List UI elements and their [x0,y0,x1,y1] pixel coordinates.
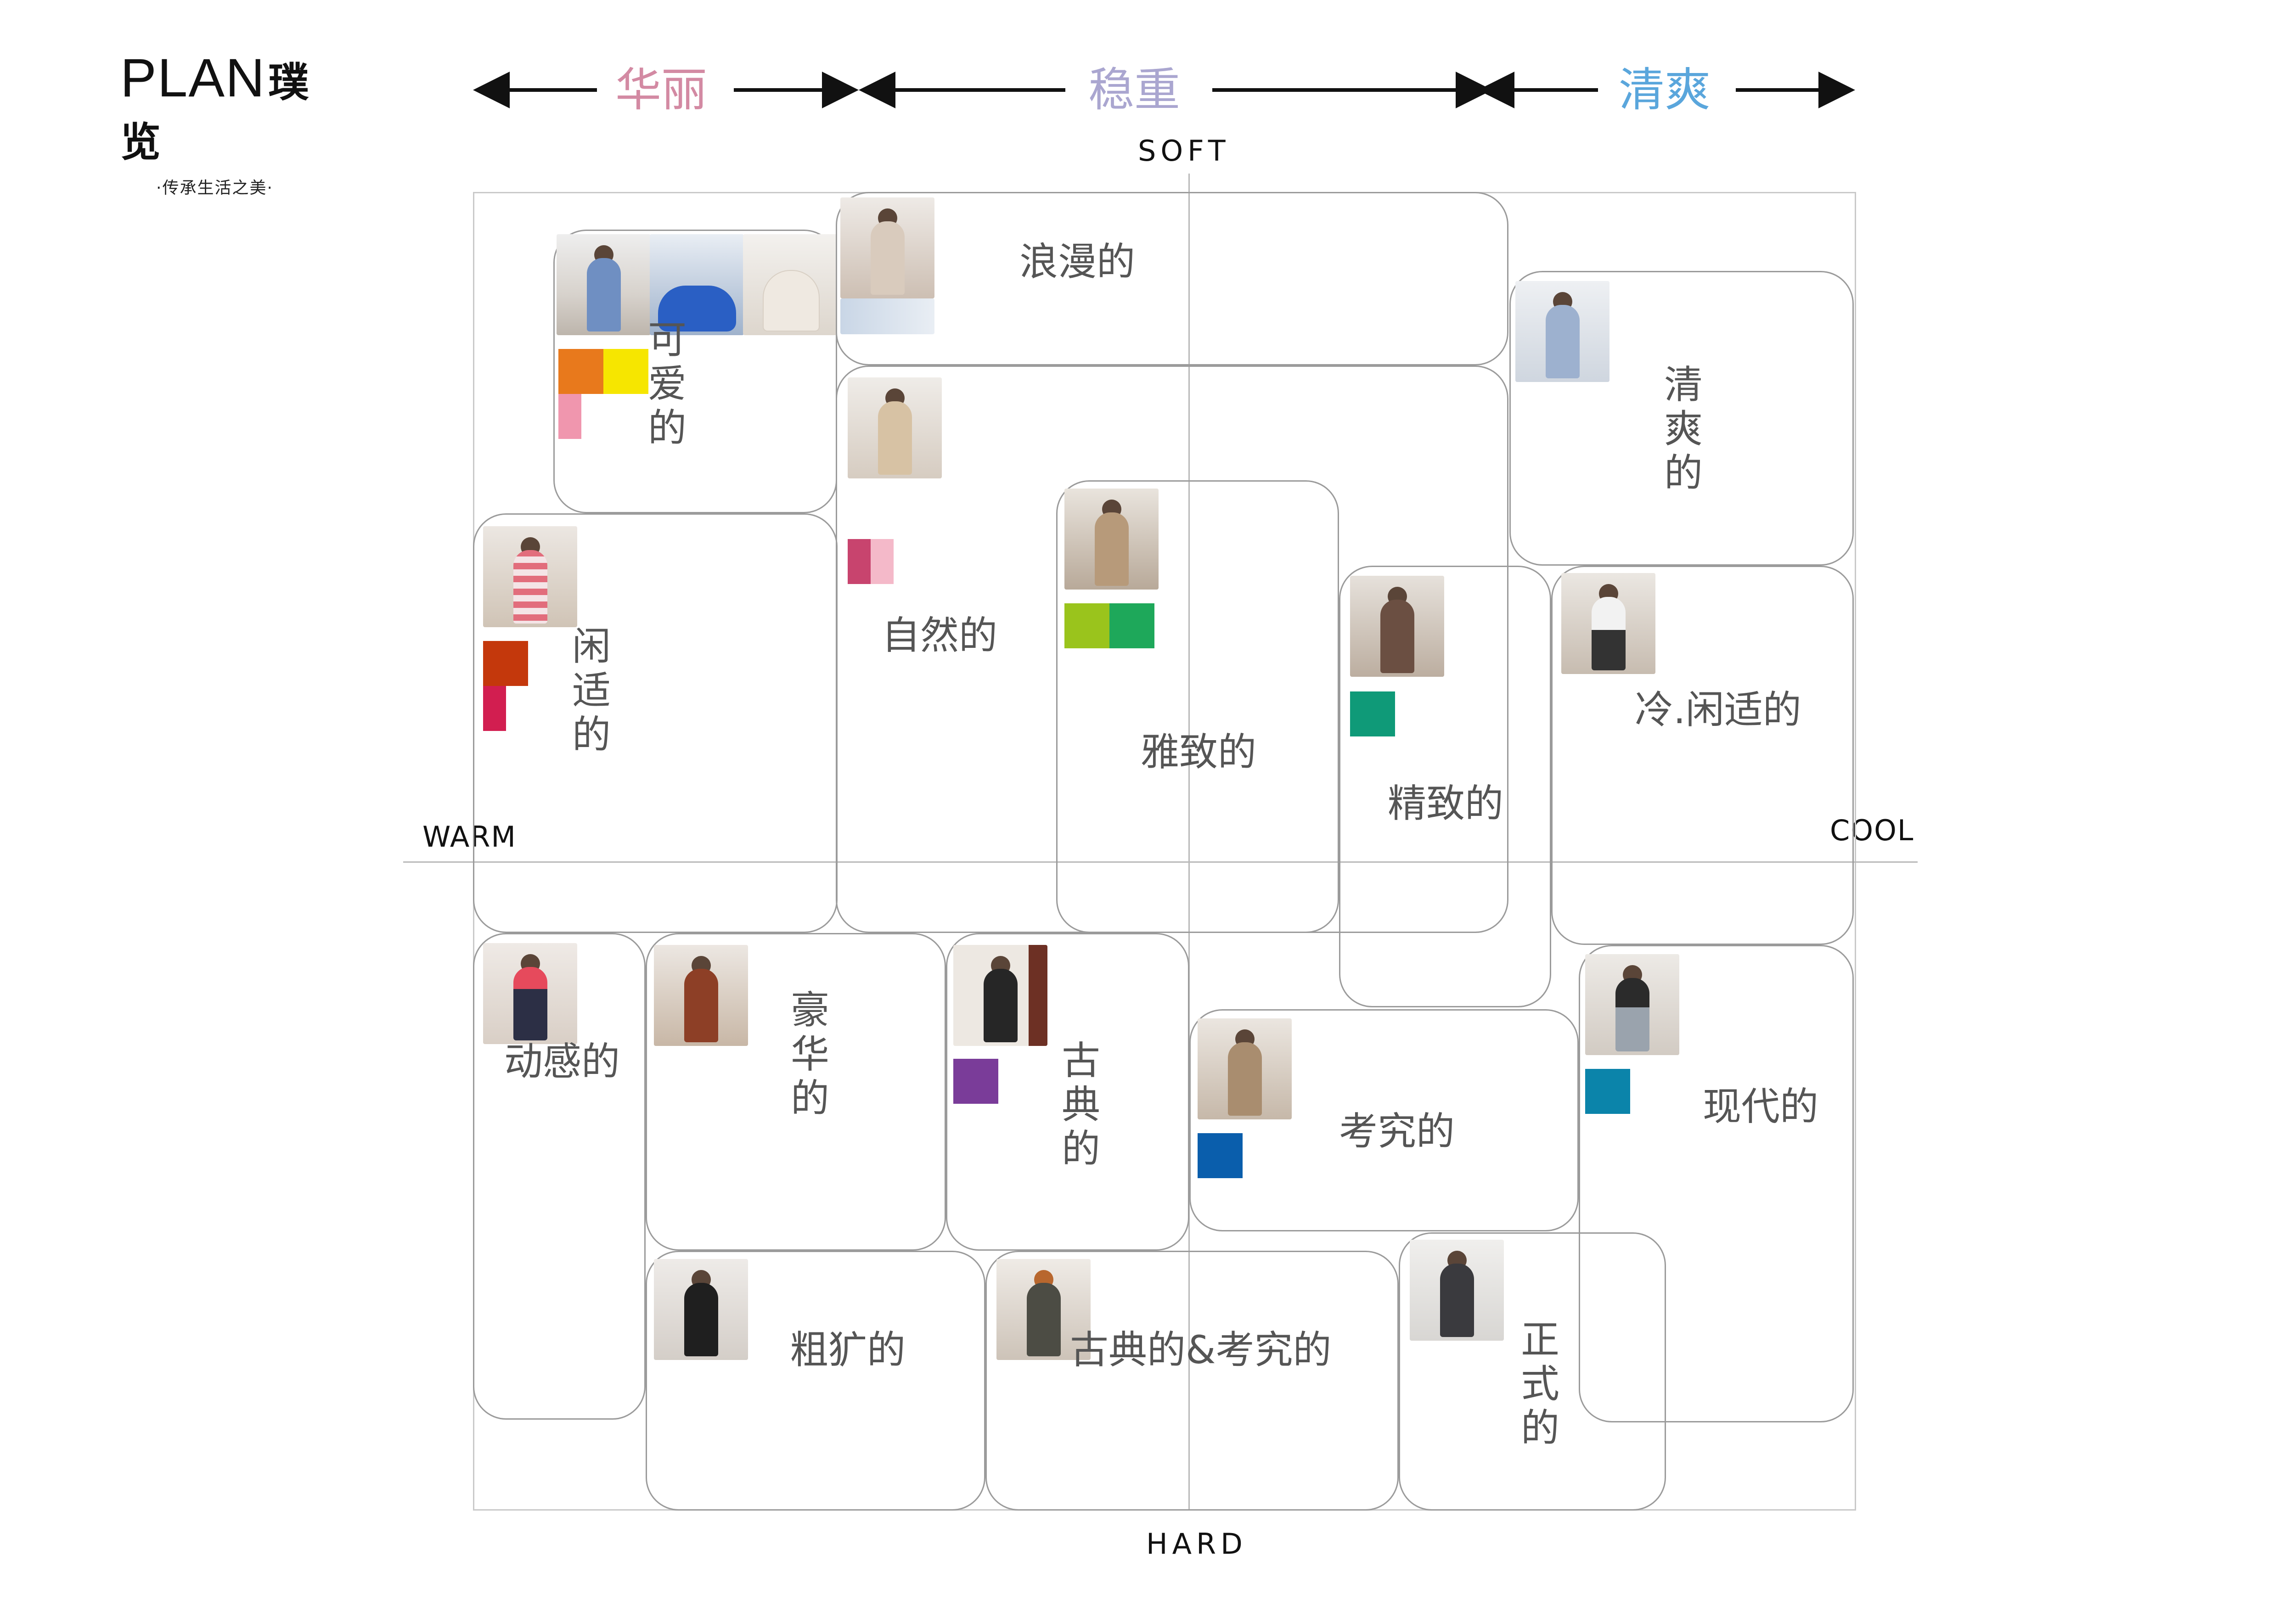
group-label-clear: 清爽的 [1664,362,1703,495]
group-label-luxurious: 豪华的 [790,988,829,1121]
photo-kawaii-car [650,234,744,335]
photo-formal-outfit [1410,1240,1504,1341]
group-kawaii [553,230,837,513]
photo-leisure-outfit [483,526,577,627]
photo-kawaii-chair [743,234,837,335]
swatch-leisure-1 [483,641,528,686]
horizontal-axis [403,861,1918,863]
swatch-kawaii-3 [558,394,581,439]
photo-cool-casual-outfit [1561,573,1655,674]
arrow-left-icon [859,72,895,108]
group-label-chic: 考究的 [1339,1109,1455,1154]
group-label-cool-casual: 冷.闲适的 [1635,687,1801,732]
swatch-leisure-2 [483,686,506,731]
band-line [1511,88,1598,92]
photo-dynamic-outfit [483,943,577,1044]
group-label-modern: 现代的 [1703,1084,1819,1129]
group-clear [1509,271,1854,566]
band-label-steady: 稳重 [1088,63,1180,117]
group-classic-chic [985,1251,1399,1511]
swatch-elegant-1 [1064,603,1109,648]
swatch-kawaii-2 [603,349,648,394]
group-luxurious [646,933,946,1251]
swatch-natural-1 [848,539,871,584]
photo-romantic-outfit [840,197,934,298]
group-elegant [1056,480,1339,933]
group-label-classic: 古典的 [1061,1038,1100,1171]
vertical-axis [1188,174,1190,1511]
axis-label-hard: HARD [1146,1527,1247,1561]
arrow-right-icon [1818,72,1855,108]
photo-clear-outfit [1515,281,1609,382]
group-label-natural: 自然的 [882,613,998,658]
axis-label-cool: COOL [1830,814,1914,847]
group-dynamic [473,933,646,1420]
band-line [1736,88,1828,92]
group-label-kawaii: 可爱的 [647,317,687,450]
swatch-refined-1 [1350,691,1395,736]
group-label-wild: 粗犷的 [790,1327,906,1372]
photo-elegant-outfit [1064,489,1159,590]
brand-logo: PLAN璞览 ·传承生活之美· [120,48,341,197]
band-label-gorgeous: 华丽 [615,63,707,117]
group-modern [1579,945,1854,1422]
arrow-right-icon [822,72,859,108]
photo-luxurious-outfit [654,945,748,1046]
photo-natural-outfit [848,377,942,478]
group-label-dynamic: 动感的 [504,1039,620,1084]
group-label-elegant: 雅致的 [1141,730,1257,775]
photo-wild-outfit [654,1259,748,1360]
arrow-left-icon [1478,72,1514,108]
swatch-chic-1 [1198,1133,1243,1178]
band-line [734,88,826,92]
photo-romantic-scene [840,298,934,334]
axis-label-soft: SOFT [1138,134,1230,168]
swatch-modern-1 [1585,1069,1630,1114]
band-line [505,88,597,92]
swatch-elegant-2 [1109,603,1154,648]
brand-name-cn: 璞览 [120,60,310,165]
band-label-fresh: 清爽 [1619,63,1711,117]
group-refined [1339,566,1551,1007]
photo-kawaii-outfit [557,234,651,335]
group-classic [946,933,1189,1251]
group-wild [646,1251,985,1511]
group-label-leisure: 闲适的 [572,624,611,757]
photo-modern-outfit [1585,954,1679,1055]
swatch-natural-2 [871,539,894,584]
photo-chic-outfit [1198,1018,1292,1119]
brand-slogan: ·传承生活之美· [156,179,273,197]
photo-refined-outfit [1350,576,1444,677]
arrow-left-icon [473,72,510,108]
brand-name: PLAN [120,48,266,108]
group-label-formal: 正式的 [1520,1317,1559,1450]
photo-classic-outfit [953,945,1047,1046]
axis-label-warm: WARM [422,820,517,854]
swatch-classic-1 [953,1059,998,1104]
group-romantic [836,192,1508,365]
group-cool-casual [1551,566,1854,945]
group-label-romantic: 浪漫的 [1019,239,1136,284]
group-label-refined: 精致的 [1388,781,1504,826]
photo-classic-chic-outfit [996,1259,1091,1360]
band-line [1212,88,1460,92]
band-line [891,88,1065,92]
group-formal [1399,1232,1666,1511]
group-chic [1189,1009,1579,1231]
swatch-kawaii-1 [558,349,603,394]
group-label-classic-chic: 古典的&考究的 [1070,1327,1332,1372]
